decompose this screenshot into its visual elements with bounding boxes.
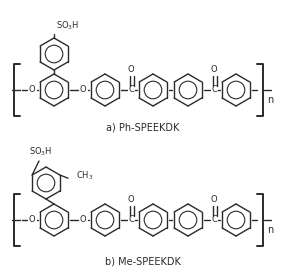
Text: C: C bbox=[128, 86, 134, 95]
Text: O: O bbox=[211, 64, 217, 73]
Text: n: n bbox=[267, 225, 274, 235]
Text: O: O bbox=[80, 215, 86, 225]
Text: n: n bbox=[267, 95, 274, 105]
Text: SO$_3$H: SO$_3$H bbox=[56, 20, 79, 32]
Text: b) Me-SPEEKDK: b) Me-SPEEKDK bbox=[105, 257, 181, 267]
Text: C: C bbox=[128, 215, 134, 225]
Text: O: O bbox=[211, 195, 217, 203]
Text: C: C bbox=[211, 215, 217, 225]
Text: O: O bbox=[29, 215, 35, 225]
Text: C: C bbox=[211, 86, 217, 95]
Text: a) Ph-SPEEKDK: a) Ph-SPEEKDK bbox=[106, 123, 180, 133]
Text: O: O bbox=[128, 64, 134, 73]
Text: O: O bbox=[80, 86, 86, 95]
Text: CH$_3$: CH$_3$ bbox=[76, 170, 94, 182]
Text: O: O bbox=[128, 195, 134, 203]
Text: O: O bbox=[29, 86, 35, 95]
Text: SO$_3$H: SO$_3$H bbox=[29, 146, 53, 158]
